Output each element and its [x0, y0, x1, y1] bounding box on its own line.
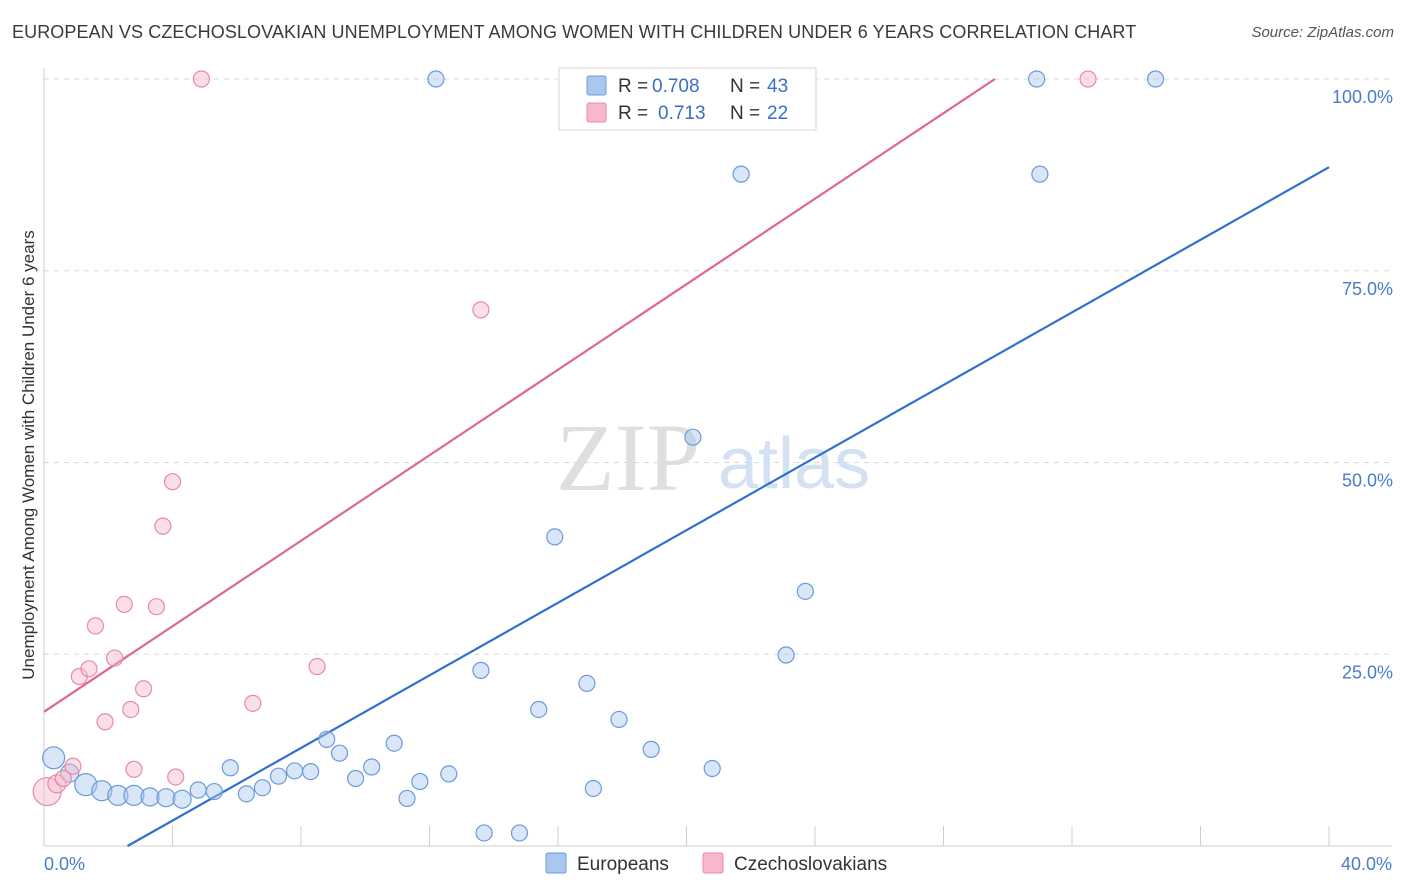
point-europeans	[440, 765, 458, 783]
point-europeans	[475, 824, 493, 842]
point-europeans	[285, 762, 304, 780]
point-czechoslovakians	[115, 595, 133, 613]
y-tick-label: 50.0%	[1342, 471, 1393, 491]
legend-swatch-czechoslovakians	[586, 102, 607, 123]
legend-r-label: R =	[618, 103, 648, 124]
point-europeans	[318, 730, 336, 748]
series-legend-label-europeans: Europeans	[577, 854, 669, 875]
data-points	[32, 70, 1165, 842]
point-czechoslovakians	[244, 694, 262, 712]
trendline-europeans	[126, 166, 1330, 847]
chart-title: EUROPEAN VS CZECHOSLOVAKIAN UNEMPLOYMENT…	[12, 22, 1137, 42]
point-europeans	[253, 779, 272, 797]
point-czechoslovakians	[192, 70, 211, 88]
point-europeans	[123, 784, 145, 806]
point-czechoslovakians	[134, 680, 153, 698]
point-europeans	[642, 740, 660, 758]
point-europeans	[1146, 70, 1165, 88]
point-europeans	[546, 528, 564, 546]
legend-n-label: N =	[730, 76, 760, 97]
point-europeans	[385, 734, 403, 752]
point-europeans	[427, 70, 445, 88]
legend-n-label: N =	[730, 103, 760, 124]
point-czechoslovakians	[54, 769, 72, 788]
point-europeans	[610, 710, 628, 729]
point-europeans	[189, 781, 207, 799]
point-europeans	[363, 758, 381, 776]
point-czechoslovakians	[167, 768, 185, 786]
point-czechoslovakians	[308, 657, 326, 676]
point-europeans	[411, 772, 429, 791]
y-axis-title: Unemployment Among Women with Children U…	[19, 230, 38, 679]
point-czechoslovakians	[125, 760, 143, 778]
series-legend: Europeans Czechoslovakians	[545, 852, 887, 875]
legend-r-label: R =	[618, 76, 648, 97]
point-czechoslovakians	[472, 301, 490, 319]
point-europeans	[140, 787, 160, 807]
point-czechoslovakians	[147, 598, 166, 616]
point-europeans	[578, 674, 596, 692]
point-europeans	[684, 428, 702, 446]
point-europeans	[1028, 70, 1046, 88]
watermark-zip: ZIP	[556, 404, 700, 511]
stats-legend: R = 0.708 N = 43 R = 0.713 N = 22	[558, 67, 817, 131]
legend-n-value: 43	[767, 76, 788, 97]
point-europeans	[530, 700, 548, 719]
point-europeans	[796, 582, 814, 600]
point-czechoslovakians	[80, 660, 98, 678]
source-label: Source: ZipAtlas.com	[1251, 24, 1394, 41]
watermark: ZIP atlas	[556, 404, 870, 511]
series-legend-swatch-czechoslovakians	[702, 852, 724, 874]
point-czechoslovakians	[163, 473, 182, 491]
trendline-czechoslovakians	[43, 78, 996, 713]
legend-swatch-europeans	[586, 75, 607, 96]
point-europeans	[237, 785, 255, 803]
point-europeans	[703, 759, 721, 778]
legend-n-value: 22	[767, 103, 788, 124]
x-tick-label-min: 0.0%	[44, 854, 85, 874]
x-tick-label-max: 40.0%	[1341, 854, 1392, 874]
point-europeans	[398, 789, 416, 808]
point-europeans	[302, 763, 320, 781]
point-europeans	[172, 789, 192, 809]
series-legend-swatch-europeans	[545, 852, 567, 874]
y-tick-labels: 25.0% 50.0% 75.0% 100.0%	[1332, 87, 1393, 682]
point-europeans	[330, 744, 349, 762]
point-czechoslovakians	[64, 757, 82, 775]
point-europeans	[347, 769, 365, 788]
trendlines	[43, 78, 1330, 847]
point-europeans	[1031, 165, 1049, 183]
point-europeans	[269, 767, 288, 785]
point-europeans	[510, 824, 529, 842]
point-czechoslovakians	[122, 700, 140, 719]
y-tick-label: 25.0%	[1342, 662, 1393, 682]
point-europeans	[777, 646, 795, 664]
point-europeans	[584, 779, 602, 798]
point-czechoslovakians	[154, 517, 172, 535]
point-europeans	[732, 165, 750, 183]
y-tick-label: 75.0%	[1342, 279, 1393, 299]
legend-r-value: 0.708	[652, 76, 700, 97]
axes	[43, 68, 1392, 847]
legend-r-value: 0.713	[658, 103, 706, 124]
point-europeans	[107, 784, 129, 806]
series-legend-label-czechoslovakians: Czechoslovakians	[734, 854, 887, 875]
gridlines	[44, 78, 1392, 655]
point-czechoslovakians	[1079, 70, 1097, 88]
point-europeans	[156, 788, 176, 808]
point-europeans	[221, 759, 239, 777]
point-europeans	[472, 661, 490, 679]
point-czechoslovakians	[106, 649, 124, 667]
point-europeans	[91, 780, 113, 802]
point-europeans	[42, 746, 66, 770]
point-czechoslovakians	[96, 713, 114, 731]
watermark-atlas: atlas	[718, 424, 870, 504]
point-europeans	[205, 782, 223, 801]
y-tick-label: 100.0%	[1332, 87, 1393, 107]
point-czechoslovakians	[86, 617, 105, 635]
